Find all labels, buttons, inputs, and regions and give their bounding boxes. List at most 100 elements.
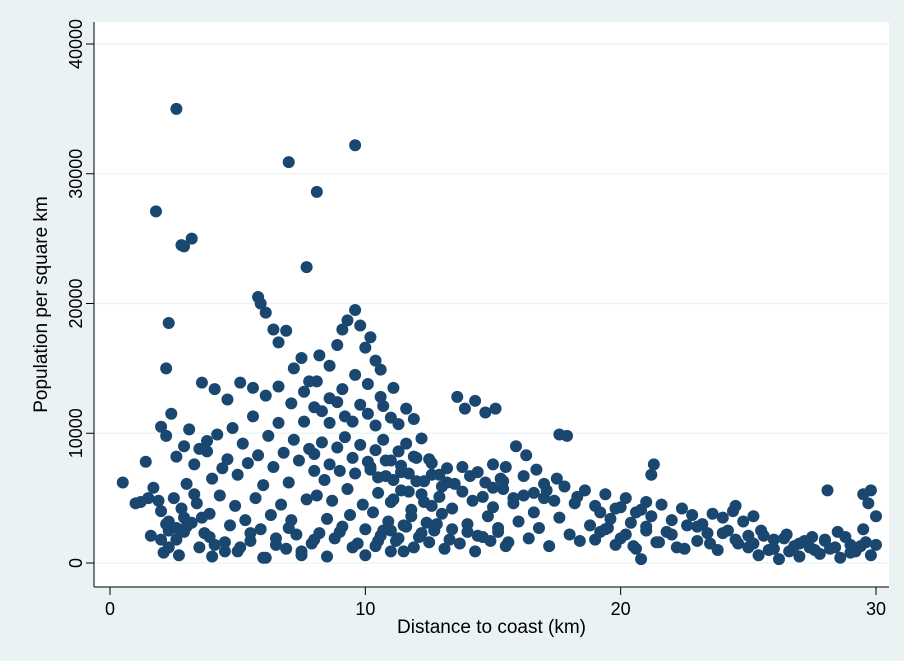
scatter-point — [489, 402, 502, 415]
scatter-point — [277, 446, 290, 459]
scatter-point — [303, 375, 316, 388]
scatter-point — [287, 362, 300, 375]
scatter-point — [275, 498, 288, 511]
scatter-point — [415, 488, 428, 501]
scatter-point — [313, 349, 326, 362]
scatter-point — [410, 451, 423, 464]
scatter-point — [530, 463, 543, 476]
scatter-point — [198, 527, 211, 540]
scatter-point — [285, 397, 298, 410]
scatter-point — [395, 484, 408, 497]
scatter-point — [772, 553, 785, 566]
scatter-point — [372, 471, 385, 484]
scatter-point — [372, 486, 385, 499]
scatter-point — [272, 336, 285, 349]
scatter-point — [246, 381, 259, 394]
scatter-point — [392, 445, 405, 458]
scatter-point — [292, 454, 305, 467]
scatter-point — [484, 534, 497, 547]
scatter-point — [257, 479, 270, 492]
scatter-point — [446, 523, 459, 536]
scatter-point — [448, 477, 461, 490]
scatter-point — [333, 464, 346, 477]
scatter-point — [331, 339, 344, 352]
scatter-point — [331, 396, 344, 409]
scatter-point — [635, 503, 648, 516]
scatter-point — [831, 525, 844, 538]
scatter-point — [323, 359, 336, 372]
scatter-point — [369, 540, 382, 553]
scatter-point — [349, 139, 362, 152]
scatter-point — [379, 454, 392, 467]
scatter-point — [522, 532, 535, 545]
x-axis-title: Distance to coast (km) — [397, 617, 586, 638]
scatter-point — [218, 545, 231, 558]
scatter-point — [469, 545, 482, 558]
scatter-point — [456, 460, 469, 473]
scatter-point — [553, 511, 566, 524]
scatter-point — [423, 536, 436, 549]
scatter-point — [326, 494, 339, 507]
scatter-point — [346, 415, 359, 428]
scatter-point — [170, 102, 183, 115]
scatter-point — [624, 516, 637, 529]
scatter-point — [147, 481, 160, 494]
y-tick-label-3: 30000 — [66, 149, 86, 199]
scatter-point — [640, 524, 653, 537]
scatter-point — [392, 418, 405, 431]
scatter-point — [203, 507, 216, 520]
scatter-point — [264, 508, 277, 521]
scatter-point — [678, 542, 691, 555]
scatter-point — [527, 486, 540, 499]
scatter-point — [870, 538, 882, 551]
scatter-point — [783, 545, 796, 558]
scatter-point — [395, 459, 408, 472]
scatter-point — [752, 549, 765, 562]
scatter-point — [517, 470, 530, 483]
scatter-point — [167, 492, 180, 505]
axes — [93, 22, 889, 588]
scatter-point — [218, 536, 231, 549]
y-axis-ticks: 0 10000 20000 30000 40000 — [66, 19, 94, 568]
scatter-point — [415, 527, 428, 540]
scatter-point — [280, 542, 293, 555]
scatter-point — [803, 541, 816, 554]
scatter-point — [767, 533, 780, 546]
scatter-point — [282, 156, 295, 169]
scatter-point — [272, 416, 285, 429]
scatter-point — [701, 527, 714, 540]
scatter-point — [239, 514, 252, 527]
scatter-point — [300, 261, 313, 274]
scatter-point — [584, 519, 597, 532]
scatter-point — [231, 468, 244, 481]
scatter-point — [259, 389, 272, 402]
scatter-point — [377, 433, 390, 446]
scatter-point — [599, 488, 612, 501]
scatter-point — [180, 520, 193, 533]
scatter-point — [487, 501, 499, 514]
scatter-point — [614, 501, 627, 514]
scatter-point — [155, 505, 168, 518]
scatter-point — [201, 435, 214, 448]
scatter-point — [208, 538, 221, 551]
scatter-point — [152, 494, 165, 507]
scatter-point — [573, 534, 586, 547]
x-tick-label-0: 0 — [105, 599, 115, 619]
scatter-point — [520, 449, 533, 462]
scatter-point — [382, 515, 395, 528]
scatter-point — [818, 534, 831, 547]
scatter-point — [762, 544, 775, 557]
scatter-point — [139, 455, 152, 468]
scatter-point — [308, 464, 321, 477]
scatter-point — [183, 423, 196, 436]
scatter-point — [361, 407, 374, 420]
scatter-point — [180, 477, 193, 490]
x-axis-ticks: 0 10 20 30 — [105, 587, 886, 619]
scatter-point — [451, 390, 464, 403]
scatter-point — [499, 460, 512, 473]
scatter-point — [532, 521, 545, 534]
scatter-point — [443, 533, 456, 546]
scatter-point — [310, 185, 323, 198]
scatter-point — [262, 429, 275, 442]
